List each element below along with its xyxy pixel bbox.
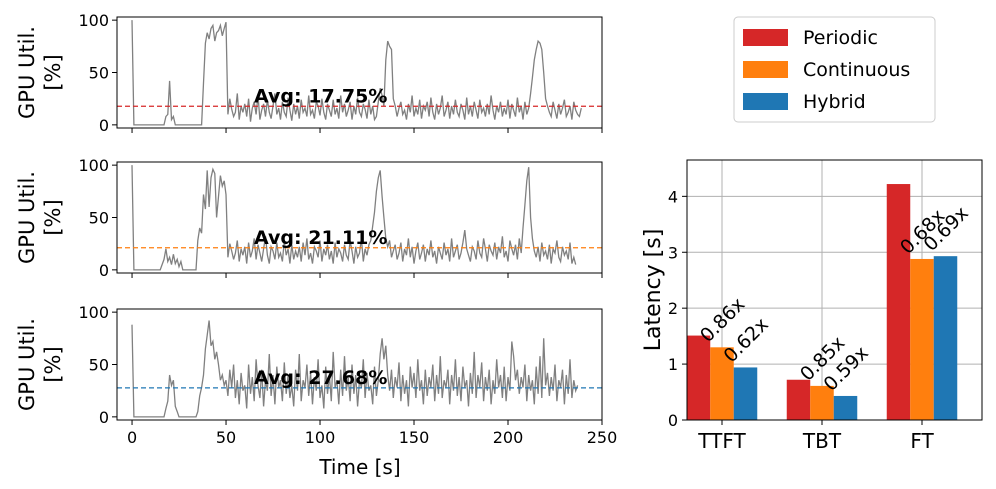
gpu-util-periodic-ylabel: GPU Util. [%] (15, 26, 65, 119)
latency-frame (686, 159, 983, 421)
gpu-util-hybrid-xtick-label: 200 (493, 428, 524, 447)
gpu-util-periodic-ytick-label: 0 (99, 116, 109, 135)
gpu-util-periodic-ylabel-line: [%] (41, 54, 65, 90)
gpu-util-hybrid-ylabel: GPU Util. [%] (15, 318, 65, 411)
legend-swatch-continuous (743, 61, 788, 78)
gpu-util-hybrid-ylabel-line: GPU Util. (15, 318, 39, 411)
legend-label-periodic: Periodic (803, 27, 878, 49)
gpu-util-hybrid-frame (116, 308, 603, 421)
time-xlabel: Time [s] (318, 455, 400, 479)
gpu-util-continuous-trace (131, 165, 577, 271)
gpu-util-hybrid-ylabel-line: [%] (41, 346, 65, 382)
latency-ytick-label: 2 (668, 299, 678, 318)
gpu-util-continuous-avg-label: Avg: 21.11% (254, 227, 387, 249)
gpu-util-periodic-ytick-label: 100 (78, 11, 109, 30)
latency-ytick-label: 3 (668, 243, 678, 262)
gpu-util-hybrid-xtick-label: 100 (305, 428, 336, 447)
latency-ytick-label: 4 (668, 187, 678, 206)
gpu-util-periodic-avg-label: Avg: 17.75% (254, 85, 387, 107)
legend-label-hybrid: Hybrid (803, 91, 866, 113)
gpu-util-hybrid-ytick-label: 100 (78, 303, 109, 322)
latency-bar-hybrid-ft (933, 256, 958, 420)
gpu-util-continuous-ytick-label: 100 (78, 156, 109, 175)
legend-swatch-periodic (743, 29, 788, 46)
latency-ylabel: Latency [s] (641, 229, 666, 352)
gpu-util-periodic-ytick-label: 50 (89, 64, 109, 83)
latency-ylabel-text: Latency [s] (641, 229, 666, 352)
gpu-util-continuous-ylabel: GPU Util. [%] (15, 171, 65, 264)
latency-bar-periodic-ft (886, 184, 911, 420)
latency-bar-periodic-tbt (786, 379, 811, 420)
gpu-util-continuous-ytick-label: 50 (89, 209, 109, 228)
legend-label-continuous: Continuous (803, 59, 910, 81)
latency-bar-continuous-tbt (810, 385, 834, 420)
gpu-util-continuous-ylabel-line: GPU Util. (15, 171, 39, 264)
latency-bar-continuous-ft (910, 258, 934, 420)
latency-xtick-label: TBT (802, 429, 842, 453)
latency-xtick-label: FT (910, 429, 934, 453)
latency-bar-hybrid-tbt (833, 395, 858, 420)
latency-bar-hybrid-ttft (733, 367, 758, 420)
gpu-util-hybrid-xtick-label: 0 (127, 428, 137, 447)
gpu-util-hybrid-xtick-label: 50 (216, 428, 236, 447)
gpu-util-hybrid-trace (131, 320, 579, 418)
gpu-util-periodic-ylabel-line: GPU Util. (15, 26, 39, 119)
gpu-util-hybrid-avg-label: Avg: 27.68% (254, 367, 387, 389)
gpu-util-hybrid-xtick-label: 250 (587, 428, 618, 447)
latency-ytick-label: 0 (668, 411, 678, 430)
latency-bar-continuous-ttft (710, 347, 734, 420)
gpu-util-continuous-ytick-label: 0 (99, 261, 109, 280)
gpu-util-periodic-trace (131, 20, 582, 126)
legend-swatch-hybrid (743, 93, 788, 110)
latency-ytick-label: 1 (668, 355, 678, 374)
gpu-util-hybrid-xtick-label: 150 (399, 428, 430, 447)
gpu-util-hybrid-ytick-label: 50 (89, 356, 109, 375)
latency-xtick-label: TTFT (697, 429, 746, 453)
latency-bar-periodic-ttft (686, 335, 711, 420)
gpu-util-hybrid-ytick-label: 0 (99, 408, 109, 427)
gpu-util-continuous-ylabel-line: [%] (41, 199, 65, 235)
